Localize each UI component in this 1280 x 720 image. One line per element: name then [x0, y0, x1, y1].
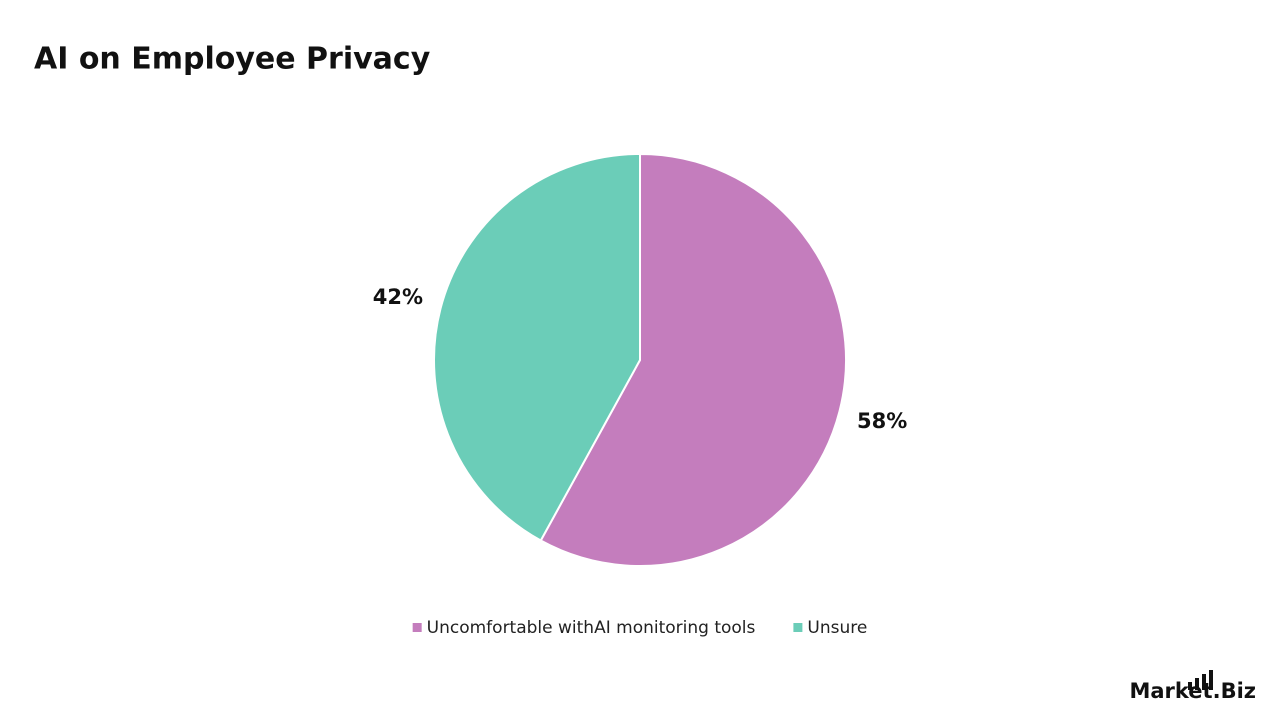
pie-slice — [539, 152, 847, 567]
value-label: 42% — [373, 285, 423, 309]
pie-slice — [433, 152, 641, 542]
brand-icon — [1188, 670, 1213, 690]
value-label: 58% — [857, 409, 907, 433]
brand-logo: Market.Biz — [1129, 679, 1256, 703]
chart-title: AI on Employee Privacy — [34, 42, 431, 77]
legend-label: Unsure — [807, 618, 867, 638]
legend-swatch — [793, 623, 803, 632]
legend-swatch — [412, 623, 422, 632]
legend-label: Uncomfortable withAI monitoring tools — [427, 618, 756, 638]
